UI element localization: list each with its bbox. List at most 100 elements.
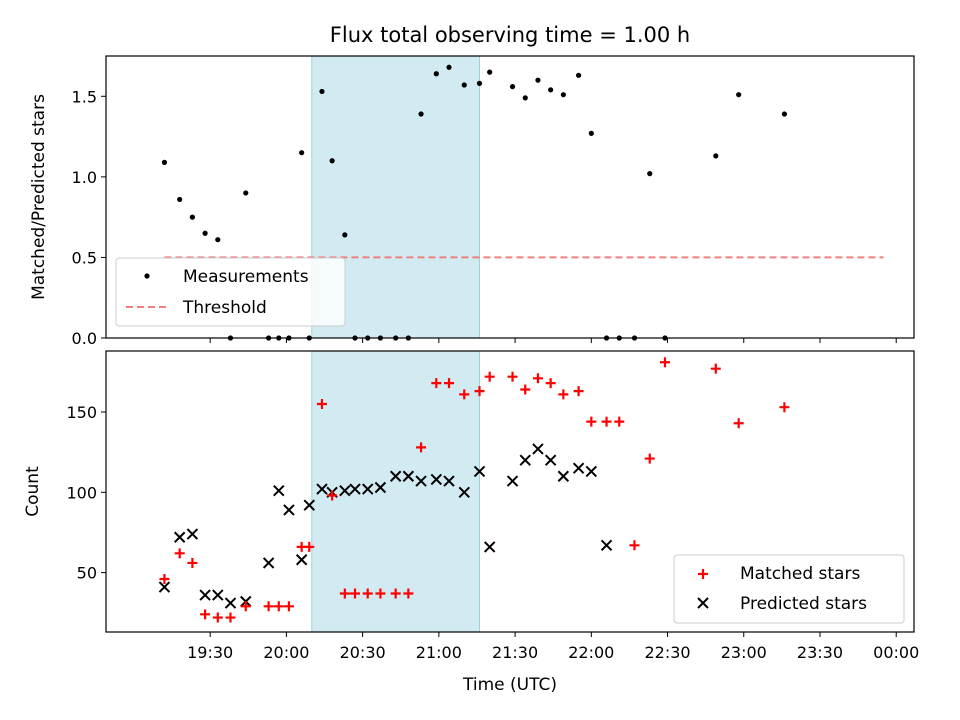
top-panel: 0.0 0.5 1.0 1.5 Matched/Predicted stars Measu… [29, 55, 915, 348]
predicted-stars-point [483, 541, 496, 553]
y-tick-label: 50 [77, 564, 97, 583]
matched-stars-point [327, 490, 338, 501]
measurement-point [509, 84, 516, 90]
matched-stars-point [159, 574, 170, 585]
x-tick-label: 20:30 [340, 643, 386, 662]
measurement-point [446, 64, 452, 70]
x-tick-label: 23:30 [797, 643, 843, 662]
legend-box [115, 257, 346, 327]
legend-label-predicted: Predicted stars [740, 594, 867, 614]
predicted-stars-point [212, 589, 224, 601]
matched-stars-point [545, 378, 556, 389]
measurement-point [329, 158, 335, 164]
matched-stars-point [200, 609, 211, 620]
measurement-point [319, 88, 325, 95]
measurement-point [487, 69, 493, 75]
predicted-stars-point [600, 539, 613, 551]
matched-stars-point [362, 588, 373, 599]
measurement-point [243, 190, 249, 196]
measurement-point [299, 150, 305, 156]
legend-box [673, 554, 905, 624]
matched-stars-point [263, 601, 274, 612]
measurement-point [161, 159, 168, 165]
matched-stars-point [459, 389, 470, 400]
y-tick-label: 0.0 [72, 329, 97, 348]
matched-stars-point [339, 588, 350, 599]
measurement-point [215, 237, 221, 243]
predicted-stars-point [199, 589, 211, 601]
matched-stars-point [733, 418, 744, 429]
measurement-point [576, 72, 582, 78]
axes-frame [105, 350, 915, 633]
matched-stars-point [659, 357, 670, 368]
y-axis-label: Matched/Predicted stars [29, 94, 49, 300]
predicted-stars-point [173, 531, 186, 543]
matched-stars-point [431, 378, 442, 389]
predicted-stars-point [158, 581, 171, 593]
x-tick-label: 19:30 [187, 643, 233, 662]
matched-stars-point [304, 541, 315, 552]
bottom-panel: 19:30 20:00 20:30 21:00 21:30 22:00 22:30 23:00… [23, 350, 919, 662]
matched-stars-point [174, 548, 185, 559]
measurement-point [177, 196, 183, 203]
matched-stars-point [474, 386, 485, 397]
legend-marker-matched [698, 569, 708, 579]
measurement-point [588, 130, 594, 136]
predicted-stars-point [283, 504, 295, 516]
highlight-span [311, 350, 481, 633]
matched-stars-point [586, 416, 597, 427]
predicted-stars-point [473, 465, 486, 478]
predicted-stars-point [295, 554, 308, 566]
measurement-point [189, 214, 195, 220]
legend: Measurements Threshold [115, 257, 346, 327]
x-tick-label: 23:00 [721, 643, 767, 662]
measurement-point [522, 95, 528, 101]
matched-stars-point [444, 378, 455, 389]
matched-stars-point [614, 416, 625, 427]
matched-stars-point [532, 373, 543, 384]
measurement-point [342, 232, 348, 238]
matched-stars-point [403, 588, 414, 599]
predicted-stars-point [339, 484, 351, 497]
predicted-stars-point [186, 528, 199, 540]
measurement-point [433, 71, 439, 77]
predicted-stars-point [362, 483, 374, 495]
legend-marker-predicted [697, 597, 709, 609]
measurement-point [548, 87, 554, 93]
predicted-stars-point [224, 597, 237, 609]
legend-label-measurements: Measurements [183, 267, 309, 287]
legend: Matched stars Predicted stars [673, 554, 905, 624]
predicted-stars-point [443, 475, 455, 487]
matched-stars-point [273, 601, 284, 612]
legend-label-matched: Matched stars [740, 564, 860, 584]
predicted-stars-point [262, 557, 275, 569]
measurement-point [418, 111, 424, 117]
matched-stars-point [225, 612, 236, 623]
measurement-point [535, 77, 541, 83]
matched-stars-point [601, 416, 612, 427]
matched-stars-point [240, 601, 251, 612]
measurement-point [647, 171, 653, 177]
x-tick-label: 21:30 [492, 643, 538, 662]
predicted-stars-point [316, 483, 328, 495]
predicted-stars-point [349, 483, 361, 495]
legend-marker-measurements [144, 273, 150, 279]
measurement-point [713, 153, 719, 159]
x-tick-label: 21:00 [416, 643, 462, 662]
matched-stars-point [390, 588, 401, 599]
matched-stars-point [283, 601, 294, 612]
predicted-stars-point [303, 499, 315, 511]
y-tick-label: 1.5 [72, 87, 97, 106]
x-tick-label: 22:00 [568, 643, 614, 662]
measurement-point [560, 92, 566, 98]
legend-label-threshold: Threshold [182, 298, 267, 318]
predicted-stars-point [402, 470, 415, 482]
x-tick-label: 00:00 [873, 643, 919, 662]
predicted-stars-point [458, 486, 470, 499]
y-tick-label: 0.5 [72, 248, 97, 267]
predicted-stars-point [389, 470, 402, 482]
figure-title: Flux total observing time = 1.00 h [330, 23, 690, 47]
measurement-point [781, 111, 788, 117]
measurement-point [461, 82, 467, 88]
